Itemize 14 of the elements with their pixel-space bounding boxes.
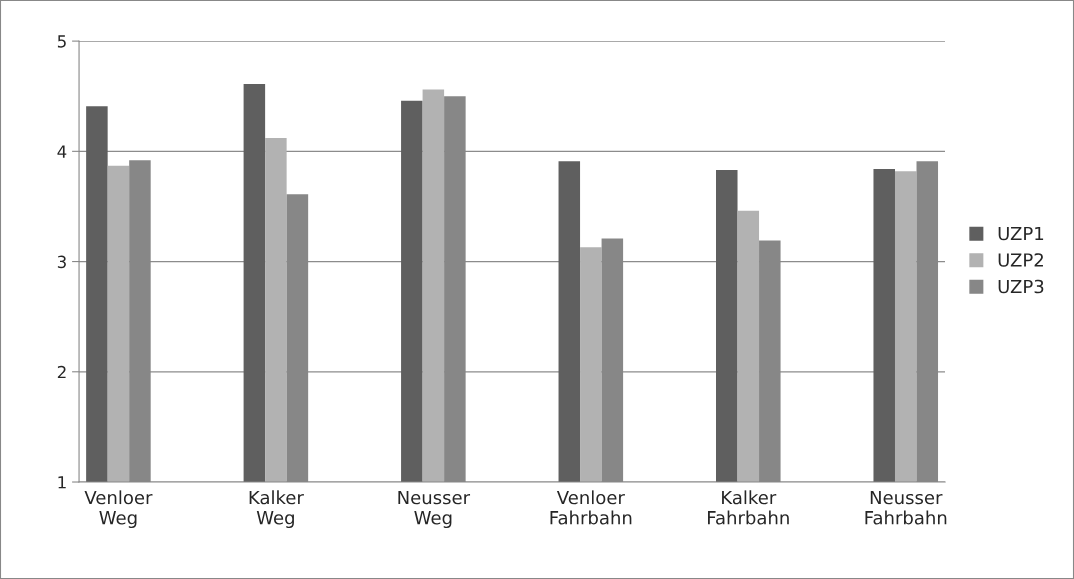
x-tick-label: Venloer Fahrbahn: [550, 490, 632, 525]
legend-label: UZP1: [998, 226, 1044, 241]
y-tick-label: 4: [57, 145, 67, 158]
y-tick-label: 1: [58, 476, 66, 489]
y-tick-label: 2: [57, 365, 66, 379]
x-tick-label: Kalker Weg: [249, 490, 304, 529]
legend-label: UZP2: [998, 253, 1043, 267]
x-tick-label: Kalker Fahrbahn: [708, 490, 789, 525]
x-tick-label: Neusser Weg: [398, 490, 471, 529]
y-tick-label: 3: [57, 255, 66, 269]
x-tick-label: Neusser Fahrbahn: [865, 490, 947, 525]
legend-label: UZP3: [998, 279, 1044, 294]
y-tick-label: 5: [57, 35, 66, 48]
x-tick-label: Venloer Weg: [84, 490, 153, 529]
